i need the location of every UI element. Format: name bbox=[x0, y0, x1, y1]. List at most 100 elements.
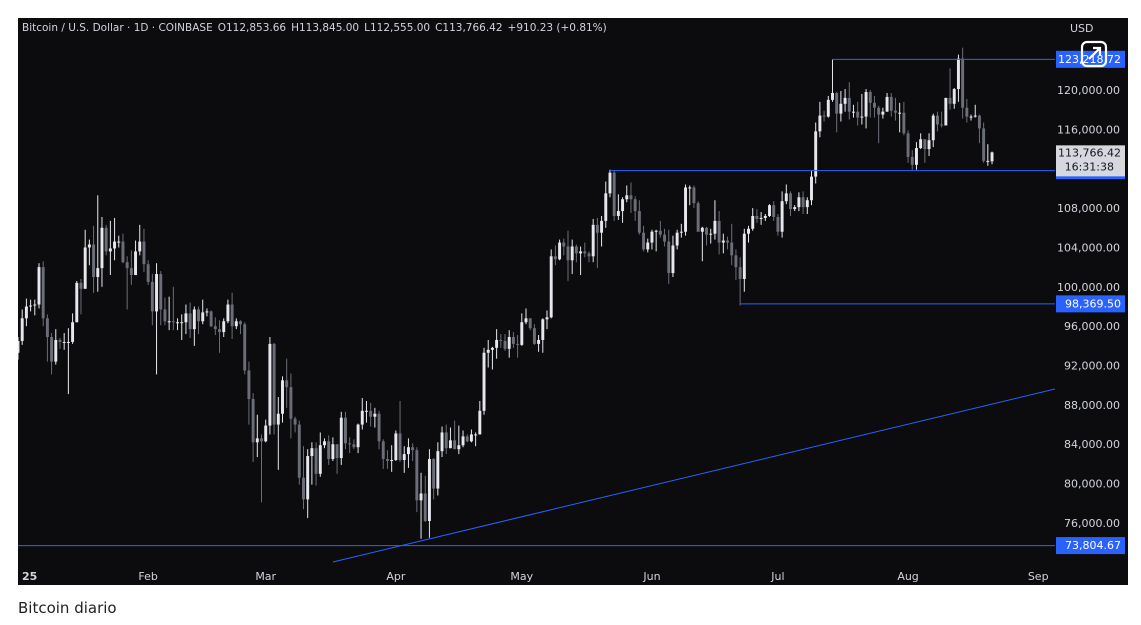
candle-body bbox=[264, 425, 268, 442]
candle-body bbox=[171, 321, 175, 323]
candle-body bbox=[520, 322, 524, 345]
candle-body bbox=[885, 96, 889, 112]
candle-body bbox=[772, 205, 776, 217]
y-tick-label: 104,000.00 bbox=[1057, 241, 1120, 254]
candle-body bbox=[138, 241, 142, 252]
open: O112,853.66 bbox=[218, 22, 287, 34]
candle-body bbox=[465, 436, 469, 442]
candle-body bbox=[831, 92, 834, 100]
candle-body bbox=[776, 216, 780, 232]
candle-body bbox=[516, 343, 520, 345]
candle-body bbox=[877, 107, 881, 115]
candle-body bbox=[700, 227, 704, 232]
candle-body bbox=[419, 493, 423, 501]
candle-body bbox=[415, 450, 419, 501]
plot-area bbox=[18, 47, 1055, 563]
candle-body bbox=[302, 477, 305, 500]
candle-body bbox=[663, 234, 667, 242]
candle-body bbox=[285, 380, 289, 388]
candle-body bbox=[427, 459, 431, 522]
candle-body bbox=[549, 256, 553, 318]
candle-body bbox=[373, 413, 377, 417]
candle-body bbox=[860, 116, 864, 118]
level-label-box bbox=[1056, 295, 1125, 313]
candle-body bbox=[818, 115, 822, 132]
candle-body bbox=[810, 176, 813, 201]
candle-body bbox=[805, 200, 809, 208]
candle-body bbox=[188, 313, 192, 330]
candle-body bbox=[495, 339, 499, 348]
candle-body bbox=[595, 224, 599, 233]
candle-body bbox=[272, 343, 276, 425]
candle-body bbox=[742, 233, 746, 279]
candle-body bbox=[650, 231, 654, 243]
candle-body bbox=[344, 417, 347, 444]
candle-body bbox=[604, 193, 608, 221]
candle-body bbox=[247, 370, 251, 400]
candle-body bbox=[717, 220, 721, 243]
caption: Bitcoin diario bbox=[18, 599, 117, 617]
candle-body bbox=[436, 451, 440, 489]
candle-body bbox=[948, 97, 952, 104]
candle-body bbox=[20, 318, 24, 341]
candle-body bbox=[482, 352, 486, 411]
candle-body bbox=[150, 281, 154, 312]
candle-body bbox=[310, 448, 314, 457]
candle-body bbox=[356, 424, 360, 448]
currency: USD bbox=[1070, 22, 1094, 35]
candle-body bbox=[726, 240, 729, 243]
candle-body bbox=[54, 339, 58, 362]
candle-body bbox=[360, 410, 364, 425]
candle-body bbox=[293, 418, 297, 425]
candle-body bbox=[956, 58, 960, 90]
candle-body bbox=[973, 115, 977, 117]
expand-icon-arrow bbox=[1088, 46, 1102, 60]
y-tick-label: 92,000.00 bbox=[1064, 360, 1120, 373]
candle-body bbox=[79, 282, 83, 289]
candle-body bbox=[688, 187, 692, 189]
candle-body bbox=[881, 111, 885, 115]
y-tick-label: 76,000.00 bbox=[1064, 517, 1120, 530]
y-tick-label: 116,000.00 bbox=[1057, 123, 1120, 136]
candle-body bbox=[637, 211, 641, 233]
candle-body bbox=[889, 96, 893, 111]
candle-body bbox=[935, 115, 939, 125]
last-price-box bbox=[1056, 145, 1125, 177]
candle-body bbox=[784, 193, 788, 202]
candle-body bbox=[511, 337, 515, 344]
x-tick-label: Aug bbox=[897, 570, 918, 583]
candle-body bbox=[545, 317, 549, 320]
candle-body bbox=[213, 326, 217, 330]
candle-body bbox=[335, 444, 339, 459]
candle-body bbox=[747, 228, 750, 234]
candle-body bbox=[218, 329, 221, 333]
candle-body bbox=[675, 232, 679, 246]
candle-body bbox=[490, 347, 494, 350]
candle-body bbox=[239, 321, 242, 325]
candle-body bbox=[524, 318, 528, 323]
candle-body bbox=[944, 97, 948, 126]
candle-body bbox=[155, 274, 159, 312]
candle-body bbox=[734, 255, 738, 268]
candle-body bbox=[297, 424, 301, 478]
candle-body bbox=[478, 410, 482, 435]
candle-body bbox=[768, 205, 771, 216]
candle-body bbox=[843, 97, 847, 104]
candle-body bbox=[474, 434, 478, 436]
candle-body bbox=[616, 211, 620, 216]
expand-icon[interactable] bbox=[1080, 40, 1108, 68]
candle-body bbox=[394, 433, 398, 461]
candle-body bbox=[499, 339, 503, 341]
candle-body bbox=[58, 339, 62, 342]
candle-body bbox=[406, 447, 410, 455]
candle-body bbox=[448, 440, 452, 449]
candle-body bbox=[121, 241, 125, 263]
candle-body bbox=[952, 89, 956, 104]
candle-body bbox=[990, 152, 994, 162]
candle-body bbox=[591, 224, 595, 257]
candle-body bbox=[730, 242, 734, 256]
last-price-label: 113,766.42 bbox=[1058, 146, 1121, 159]
candle-body bbox=[453, 440, 457, 450]
candle-body bbox=[377, 413, 381, 442]
candle-body bbox=[562, 242, 566, 247]
